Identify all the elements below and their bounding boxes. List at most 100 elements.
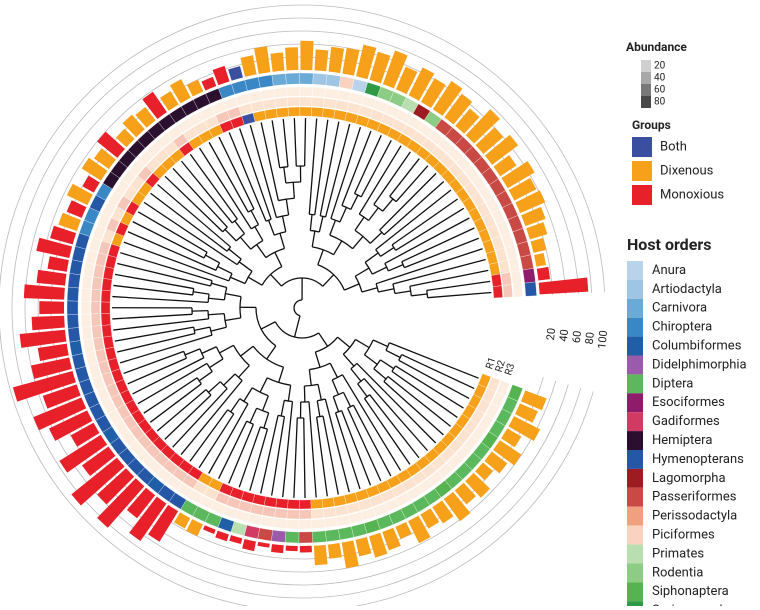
ring-cell xyxy=(299,520,312,529)
ring-cell xyxy=(251,101,265,112)
bar xyxy=(342,540,359,568)
branch xyxy=(194,327,210,330)
bar xyxy=(32,316,65,330)
branch xyxy=(315,120,328,215)
host-label: Siphonaptera xyxy=(652,584,729,599)
branch xyxy=(343,354,354,366)
bar xyxy=(285,47,298,70)
ring-cell xyxy=(312,87,325,97)
branch xyxy=(283,119,288,167)
host-cell xyxy=(67,314,79,328)
branch xyxy=(261,322,275,329)
group-cell xyxy=(486,251,498,264)
branch xyxy=(333,397,338,412)
branch xyxy=(332,380,338,395)
branch xyxy=(208,314,224,315)
group-cell xyxy=(101,290,111,302)
branch xyxy=(364,355,377,365)
host-cell xyxy=(338,527,353,540)
host-label: Hymenopterans xyxy=(652,452,744,467)
ring-cell xyxy=(496,248,508,262)
branch xyxy=(372,267,386,274)
branch xyxy=(338,337,350,347)
host-cell xyxy=(286,73,300,85)
ring-cell xyxy=(312,519,325,529)
host-cell xyxy=(67,287,79,301)
scale-label: 60 xyxy=(570,330,584,344)
group-cell xyxy=(103,336,114,349)
ring-cell xyxy=(273,518,287,528)
ring-cell xyxy=(311,509,324,519)
bar xyxy=(240,55,256,77)
host-cell xyxy=(313,73,327,85)
host-swatch xyxy=(627,431,643,450)
branch xyxy=(315,352,320,367)
host-label: Primates xyxy=(652,546,704,561)
branch xyxy=(117,334,195,353)
ring-cell xyxy=(248,513,262,525)
ring-cell xyxy=(508,258,519,272)
branch xyxy=(275,252,282,266)
branch xyxy=(304,418,305,498)
branch xyxy=(263,396,269,411)
bar xyxy=(186,519,203,536)
branch xyxy=(319,216,323,232)
host-cell xyxy=(285,531,299,543)
branch xyxy=(255,227,263,241)
bar xyxy=(342,48,359,76)
branch xyxy=(124,351,184,373)
abundance-label: 60 xyxy=(654,85,666,96)
group-cell xyxy=(334,110,347,121)
ring-cell xyxy=(83,263,94,277)
group-cell xyxy=(253,111,266,122)
branch xyxy=(374,369,386,379)
ring-cell xyxy=(83,339,94,353)
host-cell xyxy=(258,528,273,541)
host-swatch xyxy=(627,582,643,601)
abundance-swatch xyxy=(641,84,651,96)
branch xyxy=(282,216,285,232)
ring-cell xyxy=(95,349,107,363)
group-cell xyxy=(333,495,346,506)
branch xyxy=(355,268,369,276)
ring-cell xyxy=(86,250,98,264)
bar xyxy=(270,53,284,72)
group-cell xyxy=(344,492,357,504)
branch xyxy=(280,233,285,248)
scale-label: 100 xyxy=(595,330,610,350)
host-swatch xyxy=(627,393,643,412)
host-cell xyxy=(520,255,533,270)
ring-cell xyxy=(261,89,275,100)
ring-cell xyxy=(323,507,336,518)
bar xyxy=(38,344,69,361)
bar xyxy=(174,512,190,528)
abundance-swatch xyxy=(641,60,651,72)
group-cell xyxy=(276,107,288,117)
group-cell xyxy=(491,274,502,287)
branch xyxy=(395,291,411,293)
branch xyxy=(165,395,211,439)
host-swatch xyxy=(627,526,643,545)
branch xyxy=(173,389,227,448)
host-label: Didelphimorphia xyxy=(652,357,747,372)
branch xyxy=(241,346,254,356)
ring-cell xyxy=(81,301,90,314)
bar xyxy=(534,253,546,267)
branch xyxy=(378,289,394,292)
host-swatch xyxy=(627,299,643,318)
host-label: Diptera xyxy=(652,376,693,391)
host-cell xyxy=(517,241,531,257)
branch xyxy=(411,294,427,296)
ring-cell xyxy=(86,351,98,365)
branch xyxy=(208,382,220,393)
bar xyxy=(203,525,216,534)
host-cell xyxy=(70,260,83,275)
host-cell xyxy=(69,341,82,356)
group-cell xyxy=(322,108,335,118)
group-cell xyxy=(105,347,116,360)
branch xyxy=(364,399,409,465)
branch-arc xyxy=(294,300,302,316)
ring-cell xyxy=(503,285,513,298)
